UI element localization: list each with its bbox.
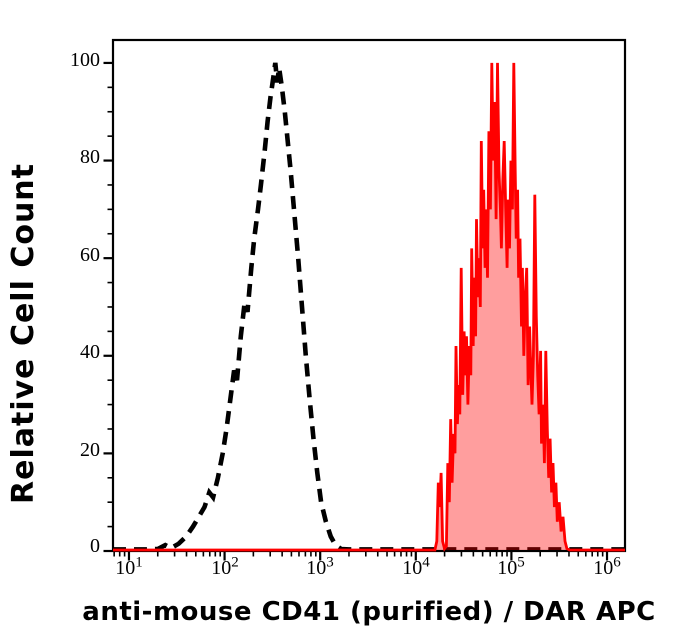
- x-tick-exponent: 2: [231, 554, 239, 571]
- x-axis-title: anti-mouse CD41 (purified) / DAR APC: [82, 597, 656, 627]
- y-tick-label-0: 0: [90, 535, 100, 557]
- y-tick-label-20: 20: [80, 439, 100, 461]
- x-tick-label-1e4: 104: [376, 554, 456, 579]
- x-tick-base: 10: [211, 557, 232, 579]
- x-tick-label-1e2: 102: [185, 554, 265, 579]
- x-tick-base: 10: [593, 557, 614, 579]
- x-tick-exponent: 1: [135, 554, 143, 571]
- y-tick-label-80: 80: [80, 146, 100, 168]
- y-tick-label-100: 100: [70, 49, 100, 71]
- x-tick-exponent: 5: [517, 554, 525, 571]
- y-axis-title: Relative Cell Count: [6, 162, 41, 504]
- x-tick-label-1e1: 101: [89, 554, 169, 579]
- x-tick-exponent: 3: [326, 554, 334, 571]
- x-tick-base: 10: [306, 557, 327, 579]
- x-tick-base: 10: [115, 557, 136, 579]
- red-histogram-fill: [434, 62, 570, 551]
- x-tick-base: 10: [497, 557, 518, 579]
- black-dashed-curve: [113, 62, 625, 552]
- y-tick-label-40: 40: [80, 341, 100, 363]
- x-tick-base: 10: [402, 557, 423, 579]
- red-histogram-outline: [113, 62, 625, 552]
- x-tick-exponent: 6: [613, 554, 621, 571]
- x-tick-label-1e5: 105: [471, 554, 551, 579]
- y-tick-label-60: 60: [80, 244, 100, 266]
- x-tick-label-1e6: 106: [567, 554, 647, 579]
- x-tick-exponent: 4: [422, 554, 430, 571]
- x-tick-label-1e3: 103: [280, 554, 360, 579]
